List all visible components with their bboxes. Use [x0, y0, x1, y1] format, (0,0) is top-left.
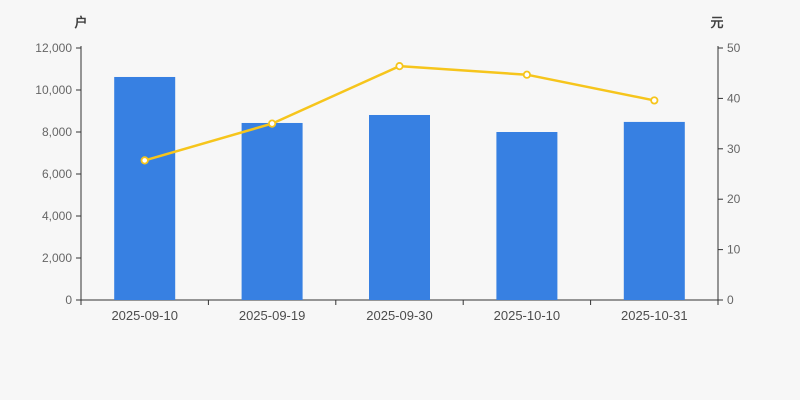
left-axis-tick-label: 2,000 [42, 251, 72, 265]
left-axis-tick-label: 0 [65, 293, 72, 307]
left-axis-tick-label: 6,000 [42, 167, 72, 181]
category-label: 2025-09-30 [366, 308, 433, 323]
category-label: 2025-09-19 [239, 308, 306, 323]
category-label: 2025-10-10 [494, 308, 561, 323]
left-axis-tick-label: 8,000 [42, 125, 72, 139]
bar[interactable] [623, 121, 685, 300]
data-point-marker[interactable] [522, 70, 532, 79]
category-label: 2025-09-10 [111, 308, 178, 323]
bar[interactable] [241, 122, 303, 300]
bar[interactable] [369, 114, 430, 301]
data-point-marker[interactable] [140, 156, 149, 165]
right-axis-tick-label: 20 [727, 192, 741, 206]
left-axis-tick-label: 10,000 [35, 83, 72, 97]
right-axis-tick-label: 0 [727, 293, 734, 307]
left-axis-tick-label: 4,000 [42, 209, 72, 223]
left-axis-tick-label: 12,000 [35, 41, 72, 55]
data-point-marker[interactable] [395, 62, 404, 71]
right-axis-unit-label: 元 [710, 15, 723, 30]
bar[interactable] [496, 132, 558, 300]
right-axis-tick-label: 40 [727, 91, 741, 105]
right-axis-tick-label: 30 [727, 142, 741, 156]
left-axis-unit-label: 户 [74, 15, 87, 30]
data-point-marker[interactable] [267, 119, 277, 128]
data-point-marker[interactable] [650, 96, 659, 105]
right-axis-tick-label: 50 [727, 41, 741, 55]
bar[interactable] [114, 76, 176, 300]
right-axis-tick-label: 10 [727, 243, 741, 257]
category-label: 2025-10-31 [621, 308, 688, 323]
